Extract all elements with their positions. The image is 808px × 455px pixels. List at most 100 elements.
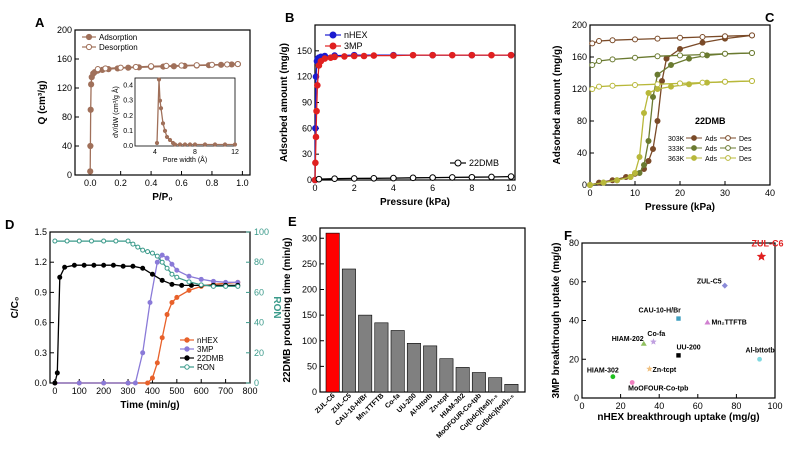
- 363k-des-series-marker: [589, 86, 596, 92]
- y-axis-title: Q (cm³/g): [37, 81, 48, 125]
- inset-marker: [157, 98, 163, 103]
- y-tick-label: 80: [62, 112, 72, 122]
- mn-ttftb-point: [704, 319, 711, 325]
- ron-series-marker: [223, 283, 229, 289]
- 3mp-series-marker: [488, 51, 495, 59]
- x-tick-label: 0: [587, 188, 592, 198]
- inset-marker: [202, 142, 208, 147]
- inset-marker: [167, 137, 173, 143]
- 22dmb-series-marker: [81, 262, 87, 268]
- y-tick-label: 0: [574, 393, 579, 403]
- ron-series-marker: [140, 247, 146, 253]
- 3mp-series-marker: [164, 255, 170, 261]
- 333k-ads-series-marker: [654, 71, 661, 78]
- y-tick-label: 40: [62, 141, 72, 151]
- x-axis-title: nHEX breakthrough uptake (mg/g): [597, 412, 759, 423]
- inset-y-tick-label: 0.0: [123, 143, 133, 150]
- inset-y-tick-label: 0.1: [123, 128, 133, 135]
- x-tick-label: 10: [506, 183, 516, 193]
- ron-series-marker: [164, 265, 170, 271]
- inset-marker: [160, 121, 166, 126]
- 22dmb-series-marker: [57, 274, 63, 280]
- 333k-ads-series-line: [589, 52, 753, 186]
- y-tick-label: 250: [302, 259, 317, 269]
- legend-temp: 333K: [668, 146, 685, 153]
- 3mp-series-marker: [312, 133, 320, 141]
- y-right-axis-title: RON: [271, 296, 282, 318]
- x-axis-title: Pressure (kPa): [645, 202, 715, 213]
- adsorption-series-marker: [87, 168, 94, 175]
- 22dmb-series-marker: [54, 370, 60, 376]
- y-tick-label: 40: [577, 148, 587, 158]
- x-tick-label: 400: [145, 386, 160, 396]
- y-tick-label: 80: [577, 116, 587, 126]
- 3mp-series-marker: [159, 252, 165, 258]
- plot-frame: [319, 227, 526, 393]
- 3mp-series-marker: [186, 273, 192, 279]
- x-tick-label: 80: [731, 401, 741, 411]
- y-axis-title: 22DMB producing time (min/g): [282, 238, 293, 383]
- 303k-ads-series-marker: [650, 146, 656, 152]
- 22dmb-series-marker: [159, 277, 165, 283]
- panel-label: E: [288, 214, 297, 229]
- y-tick-label: 120: [57, 83, 72, 93]
- desorption-series-marker: [117, 64, 124, 71]
- zul-c5-point: [721, 282, 728, 289]
- y-tick-label: 0.6: [34, 318, 47, 328]
- y-tick-label: 1.5: [34, 227, 47, 237]
- x-tick-label: 0: [312, 183, 317, 193]
- plot-frame: [74, 29, 251, 176]
- 363k-des-series-marker: [699, 79, 706, 86]
- inset-marker: [154, 140, 160, 146]
- legend-label: 22DMB: [469, 158, 499, 168]
- desorption-series-marker: [147, 63, 155, 70]
- legend-label: nHEX: [197, 336, 219, 345]
- point-label: Al-bttotb: [746, 347, 775, 354]
- 333k-des-series-marker: [589, 62, 596, 68]
- 363k-ads-series-marker: [627, 174, 634, 180]
- y-axis-title: 3MP breakthrough uptake (mg/g): [551, 243, 562, 399]
- x-axis-title: Pressure (kPa): [380, 197, 450, 208]
- 333k-des-series-marker: [749, 50, 755, 56]
- 303k-des-series-line: [592, 34, 753, 45]
- nhex-series-marker: [145, 380, 151, 386]
- inset-marker: [172, 142, 178, 147]
- y-tick-label: 120: [297, 72, 312, 82]
- 22dmb-series-marker: [350, 175, 358, 182]
- y-right-tick-label: 20: [254, 348, 264, 358]
- hiam-202-point: [640, 340, 647, 346]
- 3mp-series-marker: [154, 259, 160, 265]
- desorption-series-marker: [224, 61, 231, 68]
- panel-b: 0 2 4 6 8 10 0 30 60 90 120 150 Pressure (kPa) Adsorb…: [279, 10, 516, 208]
- inset-marker: [164, 134, 170, 140]
- y-tick-label: 160: [57, 54, 72, 64]
- inset-marker: [156, 77, 162, 82]
- 363k-ads-series-marker: [654, 86, 661, 92]
- bar: [406, 343, 421, 393]
- 22dmb-series-marker: [315, 175, 323, 183]
- 3mp-series-marker: [314, 81, 321, 89]
- ron-series-marker: [174, 274, 180, 280]
- inset-marker: [162, 128, 168, 133]
- legend-label: Des: [739, 146, 752, 153]
- 3mp-series-marker: [312, 159, 319, 167]
- 22dmb-series-marker: [468, 173, 476, 181]
- x-tick-label: 0.8: [206, 178, 219, 188]
- desorption-series-marker: [193, 62, 200, 69]
- x-tick-label: 100: [767, 401, 782, 411]
- y-tick-label: 1.2: [34, 257, 47, 267]
- panel-e: 0 50 100 150 200 250 300 22DMB producing time (…: [282, 214, 526, 440]
- legend-marker: [85, 33, 93, 41]
- x-tick-label: 300: [121, 386, 136, 396]
- 22dmb-series-marker: [169, 281, 175, 287]
- x-axis-title: Time (min/g): [120, 400, 179, 411]
- x-tick-label: 10: [630, 188, 640, 198]
- 3mp-series-marker: [507, 51, 515, 59]
- 363k-ads-series-line: [589, 80, 753, 186]
- x-tick-label: 1.0: [236, 178, 249, 188]
- bar: [325, 232, 340, 393]
- y-tick-label: 50: [307, 361, 317, 371]
- inset-y-axis-title: dV/dW (cm³/g Å): [111, 86, 120, 138]
- desorption-series-marker: [178, 62, 185, 69]
